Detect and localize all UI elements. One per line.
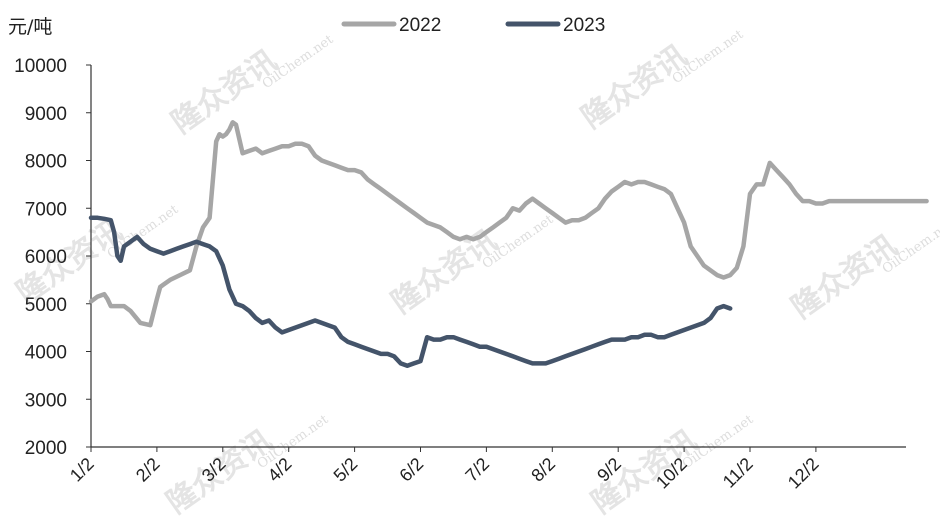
watermark-text: 隆众资讯 (385, 223, 503, 320)
legend-label-2022: 2022 (399, 15, 441, 36)
y-axis-unit-label: 元/吨 (8, 16, 52, 38)
y-tick-label: 8000 (25, 152, 67, 173)
y-tick-label: 6000 (25, 247, 67, 268)
series-line-2023 (88, 215, 733, 369)
x-tick-label: 11/2 (719, 454, 757, 492)
x-tick-label: 2/2 (132, 454, 164, 486)
watermark-text: 隆众资讯 (575, 38, 693, 135)
y-axis-ticks: 10000 9000 8000 7000 6000 5000 4000 3000 2000 (14, 56, 91, 459)
x-tick-label: 6/2 (395, 454, 427, 486)
y-tick-label: 10000 (14, 56, 67, 77)
y-tick-label: 3000 (25, 390, 67, 411)
y-tick-label: 7000 (25, 199, 67, 220)
y-tick-label: 9000 (25, 104, 67, 125)
y-tick-label: 2000 (25, 438, 67, 459)
axes (90, 65, 906, 448)
x-tick-label: 12/2 (784, 454, 823, 493)
watermark-text: 隆众资讯 (785, 228, 903, 325)
legend-label-2023: 2023 (563, 15, 605, 36)
series-line-2022 (88, 120, 929, 328)
x-tick-label: 7/2 (461, 454, 493, 486)
y-tick-label: 5000 (25, 295, 67, 316)
x-tick-label: 8/2 (527, 454, 559, 486)
legend: 2022 2023 (341, 15, 605, 36)
watermark-text: 隆众资讯 (165, 43, 283, 140)
x-tick-label: 5/2 (330, 454, 362, 486)
x-tick-label: 1/2 (66, 454, 98, 486)
series-lines (88, 120, 929, 369)
y-tick-label: 4000 (25, 343, 67, 364)
